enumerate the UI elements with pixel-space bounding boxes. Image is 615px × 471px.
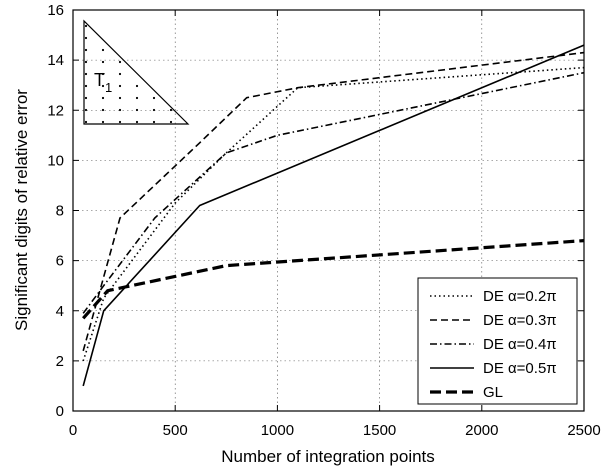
inset-dot bbox=[118, 96, 122, 100]
series-group bbox=[82, 44, 585, 387]
y-axis-title: Significant digits of relative error bbox=[12, 89, 31, 331]
x-tick-label: 1500 bbox=[363, 422, 396, 439]
y-tick-label: 14 bbox=[47, 52, 64, 69]
series-line-1 bbox=[82, 51, 585, 352]
inset-dot bbox=[101, 96, 105, 100]
inset-label: T1 bbox=[94, 70, 112, 95]
legend-box bbox=[417, 277, 578, 405]
y-tick-label: 8 bbox=[56, 203, 64, 220]
inset-dot bbox=[152, 96, 156, 100]
x-tick-label: 500 bbox=[163, 422, 188, 439]
inset-dot bbox=[84, 96, 88, 100]
inset-dot bbox=[152, 120, 156, 124]
legend-label-0: DE α=0.2π bbox=[483, 288, 557, 305]
tick-labels-group: 0 500 1000 1500 2000 2500 0 2 4 6 8 10 12 14 16 bbox=[47, 2, 600, 439]
legend: DE α=0.2π DE α=0.3π DE α=0.4π DE α=0.5π GL bbox=[417, 277, 578, 405]
x-tick-label: 1000 bbox=[261, 422, 294, 439]
series-line-3 bbox=[82, 44, 585, 387]
ticks-group bbox=[72, 9, 585, 412]
y-tick-label: 0 bbox=[56, 403, 64, 420]
inset-dot bbox=[169, 120, 173, 124]
inset-dot bbox=[118, 72, 122, 76]
inset-dot bbox=[101, 60, 105, 64]
series-line-4 bbox=[82, 239, 585, 320]
inset-dot bbox=[84, 72, 88, 76]
inset-dot bbox=[169, 108, 173, 112]
inset-dot bbox=[152, 108, 156, 112]
y-tick-label: 2 bbox=[56, 353, 64, 370]
inset-dot bbox=[101, 84, 105, 88]
inset-dot bbox=[84, 36, 88, 40]
series-line-0 bbox=[82, 66, 585, 362]
inset-dot bbox=[84, 84, 88, 88]
legend-label-2: DE α=0.4π bbox=[483, 336, 557, 353]
inset-dot bbox=[101, 120, 105, 124]
inset-dot bbox=[84, 60, 88, 64]
inset-dot bbox=[84, 108, 88, 112]
legend-label-3: DE α=0.5π bbox=[483, 360, 557, 377]
inset-label-subscript: 1 bbox=[105, 80, 112, 95]
x-tick-label: 2000 bbox=[465, 422, 498, 439]
y-tick-label: 4 bbox=[56, 303, 64, 320]
y-tick-label: 10 bbox=[47, 152, 64, 169]
inset-dot bbox=[135, 84, 139, 88]
y-tick-label: 12 bbox=[47, 102, 64, 119]
x-axis-title: Number of integration points bbox=[221, 447, 435, 466]
inset-dot bbox=[118, 108, 122, 112]
inset-dot bbox=[101, 48, 105, 52]
inset-dot bbox=[84, 48, 88, 52]
inset-triangle-shape bbox=[83, 19, 190, 125]
series-line-2 bbox=[82, 71, 585, 314]
legend-label-1: DE α=0.3π bbox=[483, 312, 557, 329]
inset-dot bbox=[84, 24, 88, 28]
y-tick-label: 16 bbox=[47, 2, 64, 19]
inset-triangle: T1 bbox=[83, 19, 190, 125]
legend-label-4: GL bbox=[483, 384, 503, 401]
x-tick-label: 0 bbox=[69, 422, 77, 439]
inset-dot bbox=[118, 84, 122, 88]
inset-dot bbox=[135, 108, 139, 112]
x-tick-label: 2500 bbox=[567, 422, 600, 439]
inset-dot bbox=[101, 72, 105, 76]
inset-dot bbox=[84, 120, 88, 124]
inset-dots bbox=[84, 24, 173, 124]
inset-dot bbox=[135, 120, 139, 124]
inset-dot bbox=[135, 96, 139, 100]
y-tick-label: 6 bbox=[56, 253, 64, 270]
inset-dot bbox=[101, 108, 105, 112]
inset-label-main: T bbox=[94, 70, 105, 90]
inset-dot bbox=[118, 120, 122, 124]
inset-dot bbox=[118, 60, 122, 64]
